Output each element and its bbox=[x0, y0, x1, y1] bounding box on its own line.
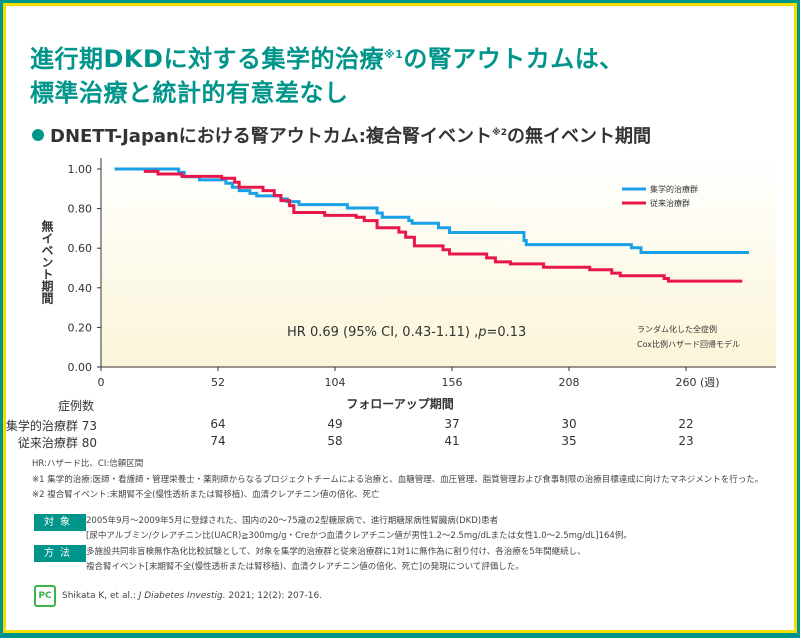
subject-line1: 2005年9月～2009年5月に登録された、国内の20～75歳の2型糖尿病で、進… bbox=[86, 516, 499, 526]
risk-cell: 49 bbox=[327, 417, 343, 431]
km-chart: 0.00 0.20 0.40 0.60 0.80 1.00 0 52 104 156 208 260… bbox=[40, 158, 776, 411]
risk-cell: 58 bbox=[327, 434, 343, 448]
title-line1-end: の腎アウトカムは、 bbox=[403, 45, 624, 73]
footnote-1: ※1 集学的治療:医師・看護師・管理栄養士・薬剤師からなるプロジェクトチームによ… bbox=[32, 475, 764, 485]
risk-cell: 23 bbox=[678, 434, 694, 448]
legend-label-series1: 集学的治療群 bbox=[650, 184, 698, 194]
risk-cell: 30 bbox=[561, 417, 577, 431]
method-tag: 方法 bbox=[34, 545, 86, 562]
y-tick-label: 0.80 bbox=[68, 203, 93, 216]
y-axis-label: 無イベント期間 bbox=[40, 219, 54, 305]
y-tick-label: 0.40 bbox=[68, 282, 93, 295]
risk-row-label: 集学的治療群 73 bbox=[5, 419, 97, 433]
subject-section: 対象 2005年9月～2009年5月に登録された、国内の20～75歳の2型糖尿病… bbox=[34, 514, 632, 544]
method-line1: 多施設共同非盲検無作為化比較試験として、対象を集学的治療群と従来治療群に1対1に… bbox=[86, 547, 586, 557]
citation: Shikata K, et al.: J Diabetes Investig. … bbox=[62, 591, 323, 601]
y-tick-label: 1.00 bbox=[68, 163, 93, 176]
risk-cell: 22 bbox=[678, 417, 694, 431]
km-curve-series2 bbox=[143, 169, 743, 283]
x-tick-label: 52 bbox=[211, 376, 225, 389]
subtitle-end: の無イベント期間 bbox=[507, 126, 651, 147]
x-unit-label: (週) bbox=[700, 376, 720, 389]
risk-cell: 41 bbox=[444, 434, 460, 448]
legend-label-series2: 従来治療群 bbox=[650, 198, 690, 208]
y-tick-label: 0.00 bbox=[68, 361, 93, 374]
model-note-1: ランダム化した全症例 bbox=[637, 324, 717, 334]
x-tick-label: 208 bbox=[559, 376, 580, 389]
risk-cell: 74 bbox=[210, 434, 226, 448]
subject-line2: [尿中アルブミン/クレアチニン比(UACR)≧300mg/g・Creかつ血清クレ… bbox=[86, 531, 632, 541]
y-tick-label: 0.60 bbox=[68, 242, 93, 255]
x-tick-label: 260 bbox=[676, 376, 697, 389]
chart-subtitle: DNETT-Japanにおける腎アウトカム:複合腎イベント※2の無イベント期間 bbox=[32, 122, 651, 148]
x-axis-label: フォローアップ期間 bbox=[346, 396, 454, 411]
risk-table-header: 症例数 bbox=[58, 399, 95, 413]
plot-area bbox=[101, 158, 776, 367]
risk-cell: 37 bbox=[444, 417, 460, 431]
subject-tag: 対象 bbox=[34, 514, 86, 531]
page-title: 進行期DKDに対する集学的治療※1の腎アウトカムは、 標準治療と統計的有意差なし bbox=[30, 38, 624, 110]
risk-cell: 64 bbox=[210, 417, 226, 431]
legend: 集学的治療群 従来治療群 bbox=[622, 184, 698, 208]
footnote-2: ※2 複合腎イベント:末期腎不全(慢性透析または腎移植)、血清クレアチニン値の倍… bbox=[32, 490, 380, 500]
title-line2: 標準治療と統計的有意差なし bbox=[30, 79, 349, 107]
model-note-2: Cox比例ハザード回帰モデル bbox=[637, 339, 740, 349]
x-tick-label: 104 bbox=[325, 376, 346, 389]
title-footnote-mark: ※1 bbox=[383, 48, 404, 61]
km-curve-series1 bbox=[114, 167, 749, 255]
subtitle-text: DNETT-Japanにおける腎アウトカム:複合腎イベント bbox=[50, 126, 492, 147]
hr-annotation: HR 0.69 (95% CI, 0.43-1.11) ,p=0.13 bbox=[287, 325, 526, 340]
x-tick-label: 156 bbox=[442, 376, 463, 389]
x-tick-label: 0 bbox=[98, 376, 105, 389]
risk-row-label: 従来治療群 80 bbox=[17, 436, 97, 450]
abbrev-note: HR:ハザード比、CI:信頼区間 bbox=[32, 459, 144, 469]
method-line2: 複合腎イベント[末期腎不全(慢性透析または腎移植)、血清クレアチニン値の倍化、死… bbox=[86, 562, 524, 572]
bullet-icon bbox=[32, 129, 44, 141]
title-line1: 進行期DKDに対する集学的治療 bbox=[30, 45, 384, 73]
risk-cell: 35 bbox=[561, 434, 577, 448]
pc-logo-icon: PC bbox=[34, 585, 56, 607]
y-tick-label: 0.20 bbox=[68, 321, 93, 334]
subtitle-footnote-mark: ※2 bbox=[491, 128, 507, 138]
method-section: 方法 多施設共同非盲検無作為化比較試験として、対象を集学的治療群と従来治療群に1… bbox=[34, 545, 586, 575]
